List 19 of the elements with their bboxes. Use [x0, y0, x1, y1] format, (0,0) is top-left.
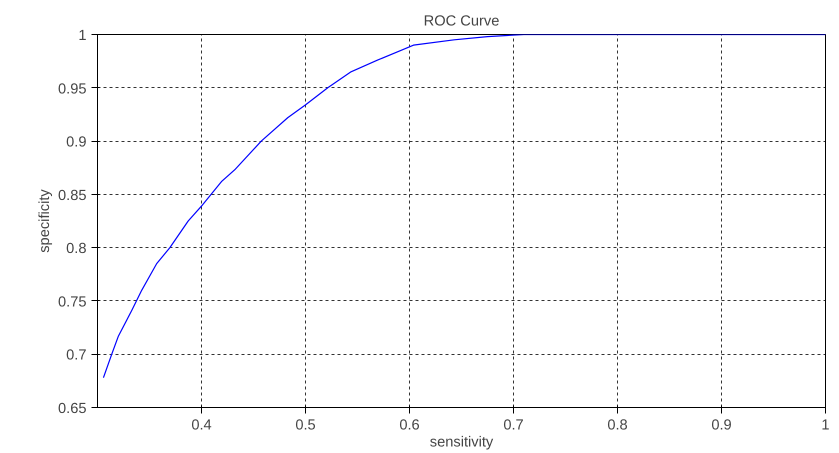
y-tick-label: 0.8 [66, 241, 86, 258]
line-series [102, 34, 826, 378]
y-tick-label: 1 [78, 28, 87, 44]
x-tick-label: 0.7 [503, 418, 524, 434]
x-axis-title: sensitivity [430, 434, 494, 450]
y-tick-label: 0.9 [66, 134, 86, 151]
x-tick-label: 0.6 [399, 418, 420, 434]
chart-title: ROC Curve [424, 14, 500, 30]
y-tick-label: 0.75 [58, 294, 87, 310]
y-axis-title: specificity [36, 188, 53, 253]
x-tick-label: 1 [821, 418, 830, 434]
x-tick-label: 0.5 [295, 418, 316, 434]
y-tick-label: 0.85 [58, 188, 87, 204]
x-tick-label: 0.9 [711, 418, 732, 434]
x-tick-label: 0.4 [191, 418, 212, 434]
x-tick-label: 0.8 [607, 418, 628, 434]
y-tick-label: 0.65 [58, 401, 87, 417]
y-tick-label: 0.95 [58, 81, 87, 98]
y-tick-label: 0.7 [66, 348, 86, 364]
